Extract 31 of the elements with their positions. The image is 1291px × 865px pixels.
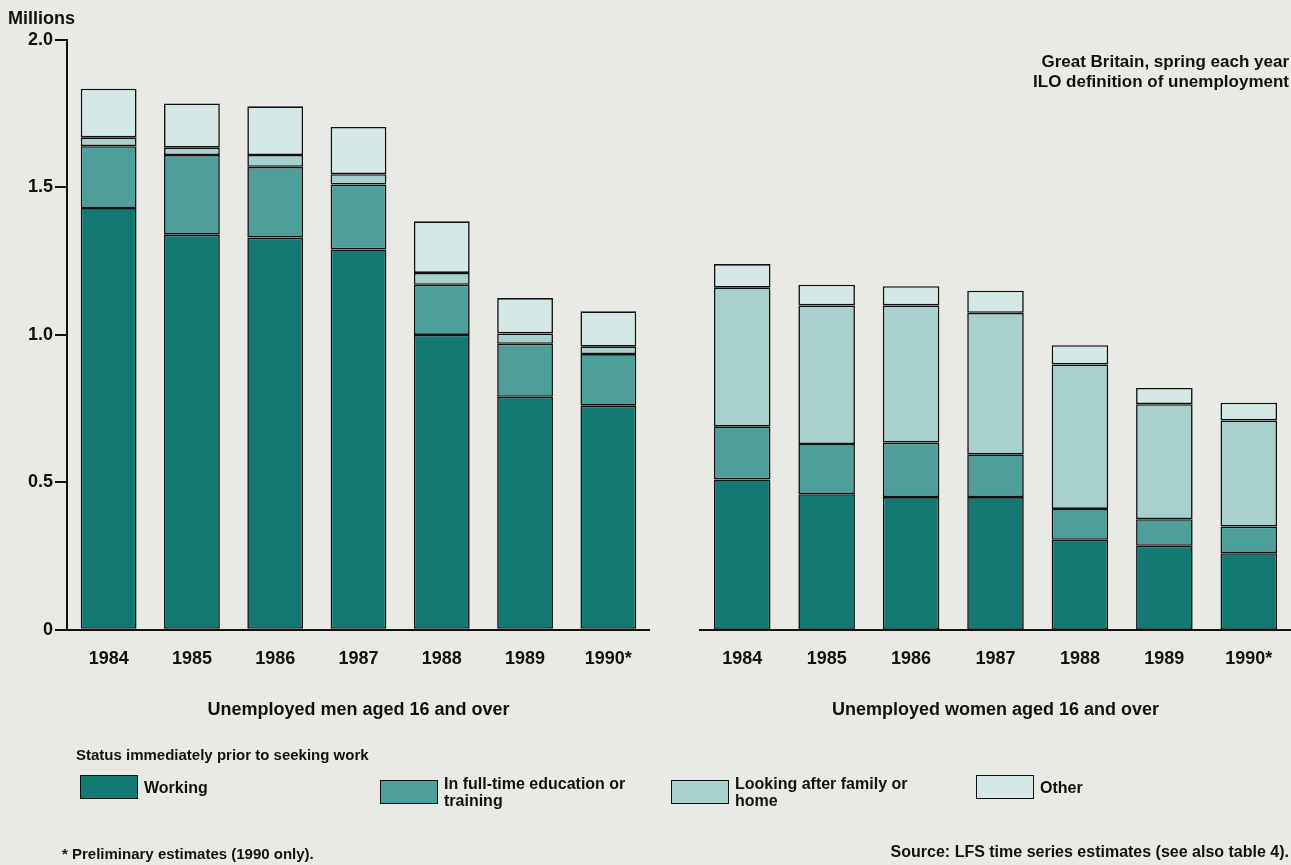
annotation: ILO definition of unemployment — [1033, 72, 1289, 92]
x-tick-label: 1989 — [505, 647, 546, 668]
text: * Preliminary estimates (1990 only). — [62, 845, 314, 862]
y-tick-label: 1.0 — [27, 323, 53, 344]
source-note: Source: LFS time series estimates (see also table 4). — [890, 843, 1289, 861]
y-tick-label: 0.5 — [27, 471, 53, 492]
x-tick-label: 1984 — [722, 647, 763, 668]
annotation: Great Britain, spring each year — [1041, 52, 1289, 72]
y-tick-label: 0 — [42, 618, 53, 639]
x-tick-label: 1986 — [255, 647, 296, 668]
x-tick-label: 1988 — [1059, 647, 1100, 668]
x-tick-label: 1985 — [171, 647, 212, 668]
x-tick-label: 1987 — [975, 647, 1016, 668]
y-tick-label: 1.5 — [27, 176, 53, 197]
x-tick-label: 1985 — [806, 647, 847, 668]
y-axis-title: Millions — [8, 8, 75, 29]
x-axis-title: Unemployed women aged 16 and over — [831, 699, 1160, 720]
legend-label: Working — [144, 778, 208, 796]
x-tick-label: 1986 — [891, 647, 932, 668]
x-tick-label: 1990* — [1225, 647, 1273, 668]
x-tick-label: 1987 — [338, 647, 379, 668]
x-tick-label: 1989 — [1144, 647, 1185, 668]
legend-label: Other — [1040, 778, 1083, 796]
legend-title: Status immediately prior to seeking work — [76, 746, 369, 763]
x-tick-label: 1990* — [584, 647, 632, 668]
x-tick-label: 1984 — [88, 647, 129, 668]
legend-label: Looking after family or home — [735, 775, 909, 809]
x-axis-title: Unemployed men aged 16 and over — [207, 699, 510, 720]
y-tick-label: 2.0 — [27, 28, 53, 49]
legend-label: In full-time education or training — [444, 775, 627, 809]
x-tick-label: 1988 — [421, 647, 462, 668]
